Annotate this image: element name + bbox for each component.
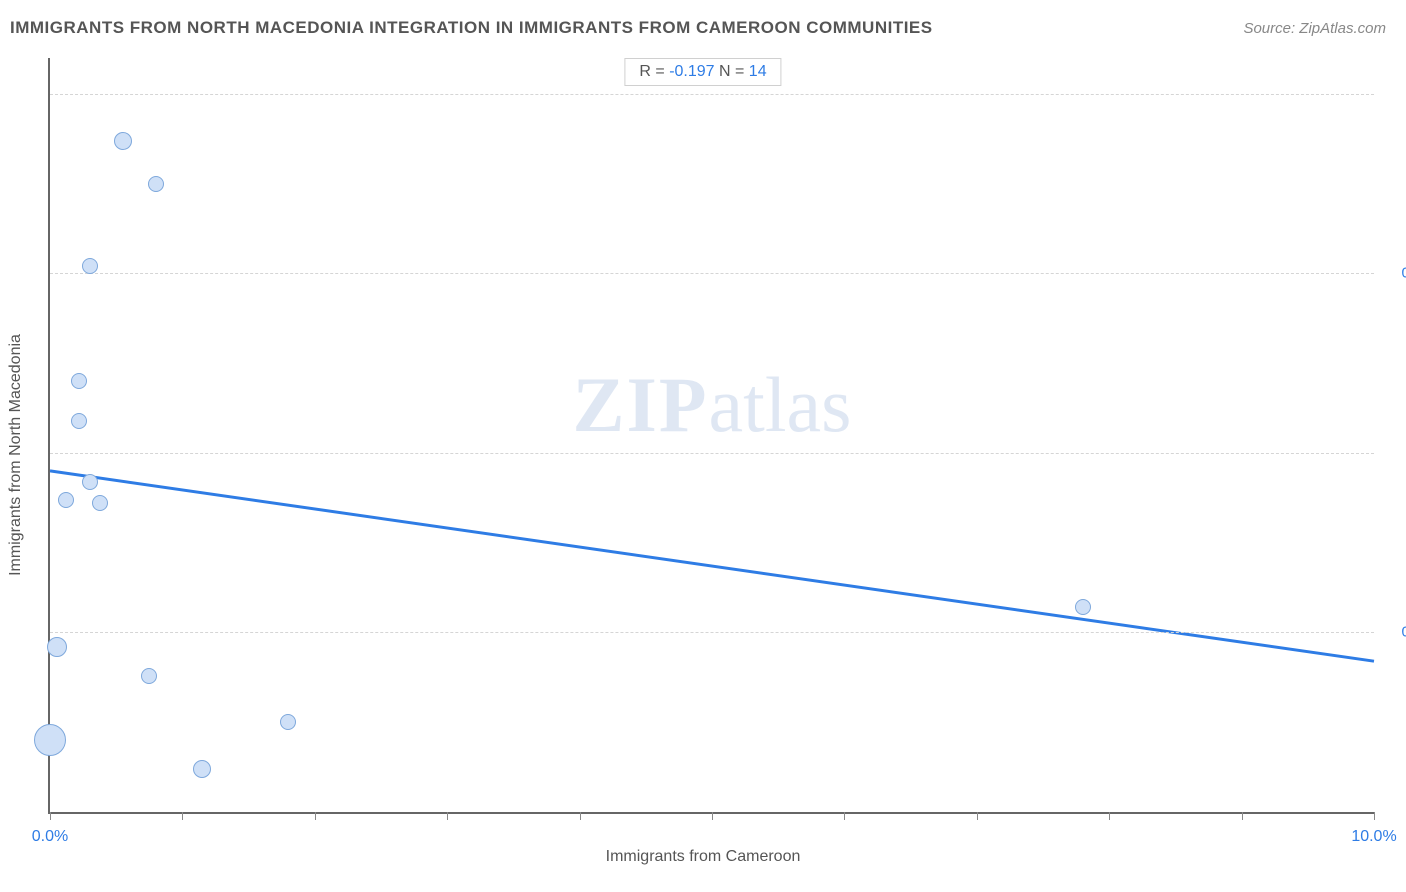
gridline-h xyxy=(50,453,1374,454)
ytick-label: 0.2% xyxy=(1384,85,1406,102)
xtick xyxy=(844,812,845,820)
scatter-point xyxy=(82,474,98,490)
scatter-point xyxy=(280,714,296,730)
scatter-point xyxy=(47,637,67,657)
ytick-label: 0.15% xyxy=(1384,265,1406,282)
stats-box: R = -0.197 N = 14 xyxy=(624,58,781,86)
chart-title: IMMIGRANTS FROM NORTH MACEDONIA INTEGRAT… xyxy=(10,18,933,38)
xtick xyxy=(447,812,448,820)
gridline-h xyxy=(50,632,1374,633)
xtick xyxy=(182,812,183,820)
xtick xyxy=(977,812,978,820)
ytick-label: 0.05% xyxy=(1384,624,1406,641)
scatter-point xyxy=(1075,599,1091,615)
scatter-point xyxy=(34,724,66,756)
n-label: N = xyxy=(715,63,749,80)
scatter-point xyxy=(92,495,108,511)
scatter-plot-area: ZIPatlas 0.05%0.1%0.15%0.2%0.0%10.0% xyxy=(48,58,1374,814)
xtick xyxy=(580,812,581,820)
gridline-h xyxy=(50,273,1374,274)
xtick xyxy=(315,812,316,820)
scatter-point xyxy=(71,413,87,429)
source-text: Source: ZipAtlas.com xyxy=(1243,20,1386,37)
xtick xyxy=(1374,812,1375,820)
y-axis-label: Immigrants from North Macedonia xyxy=(7,334,25,576)
xtick xyxy=(712,812,713,820)
scatter-point xyxy=(141,668,157,684)
scatter-point xyxy=(193,760,211,778)
ytick-label: 0.1% xyxy=(1384,444,1406,461)
x-axis-label: Immigrants from Cameroon xyxy=(606,848,801,866)
scatter-point xyxy=(148,176,164,192)
xtick-label: 10.0% xyxy=(1351,828,1396,846)
n-value: 14 xyxy=(749,63,767,80)
gridline-h xyxy=(50,94,1374,95)
xtick xyxy=(50,812,51,820)
xtick xyxy=(1242,812,1243,820)
scatter-point xyxy=(82,258,98,274)
xtick-label: 0.0% xyxy=(32,828,68,846)
scatter-point xyxy=(114,132,132,150)
r-value: -0.197 xyxy=(669,63,714,80)
trendline-svg xyxy=(50,58,1374,812)
r-label: R = xyxy=(639,63,669,80)
scatter-point xyxy=(71,373,87,389)
scatter-point xyxy=(58,492,74,508)
xtick xyxy=(1109,812,1110,820)
